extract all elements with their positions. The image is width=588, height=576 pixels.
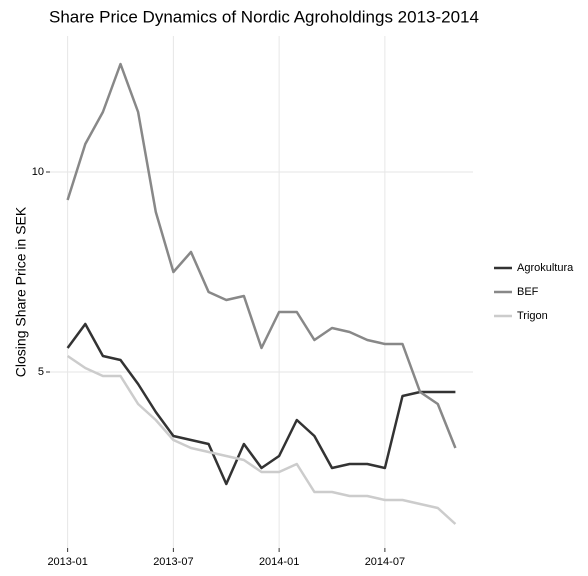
series-line — [66, 322, 456, 486]
x-tick-label: 2013-01 — [47, 556, 87, 568]
x-tick-label: 2014-01 — [259, 556, 299, 568]
series-line — [66, 354, 457, 525]
chart-title: Share Price Dynamics of Nordic Agroholdi… — [49, 7, 479, 26]
legend-label: BEF — [517, 286, 539, 298]
x-tick-label: 2013-07 — [153, 556, 193, 568]
y-tick-label: 5 — [38, 366, 44, 378]
x-tick-label: 2014-07 — [365, 556, 405, 568]
y-tick-label: 10 — [32, 166, 44, 178]
y-axis-label: Closing Share Price in SEK — [13, 206, 29, 377]
series-line — [66, 62, 457, 449]
legend-label: Trigon — [517, 310, 548, 322]
legend-label: Agrokultura — [517, 262, 574, 274]
